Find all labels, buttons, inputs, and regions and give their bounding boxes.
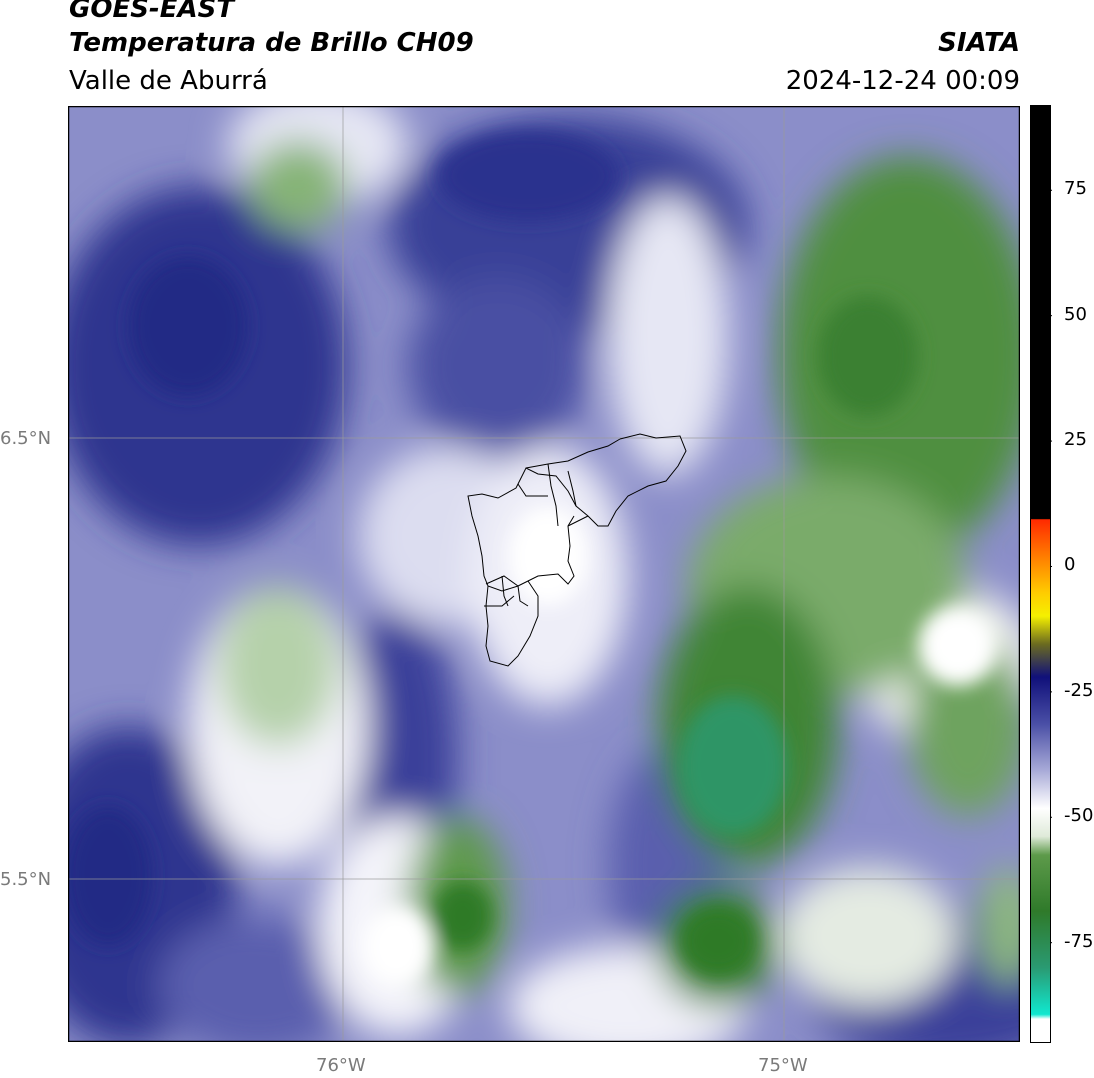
cloud-cores xyxy=(68,131,998,986)
map-frame xyxy=(68,106,1020,1042)
valle-de-aburra-boundaries xyxy=(467,433,687,667)
lon-label-75: 75°W xyxy=(758,1055,808,1076)
lat-label-6.5: 6.5°N xyxy=(0,428,52,449)
colorbar xyxy=(1030,105,1052,1043)
organization-title: SIATA xyxy=(938,28,1020,58)
datetime-title: 2024-12-24 00:09 xyxy=(785,66,1020,96)
lat-label-5.5: 5.5°N xyxy=(0,869,52,890)
colorbar-gradient xyxy=(1030,105,1051,1043)
colorbar-tick-label: 25 xyxy=(1064,429,1087,451)
colorbar-tick-label: -50 xyxy=(1064,805,1094,827)
lon-label-76: 76°W xyxy=(316,1055,366,1076)
satellite-title: GOES-EAST xyxy=(69,0,235,24)
colorbar-tick-label: -75 xyxy=(1064,930,1094,952)
colorbar-tick-label: -25 xyxy=(1064,679,1094,701)
brightness-temperature-map xyxy=(68,106,1020,1042)
region-title: Valle de Aburrá xyxy=(69,66,268,96)
colorbar-tick-label: 0 xyxy=(1064,554,1076,576)
product-title: Temperatura de Brillo CH09 xyxy=(69,28,474,58)
colorbar-tick-label: 75 xyxy=(1064,178,1087,200)
colorbar-tick-label: 50 xyxy=(1064,303,1087,325)
